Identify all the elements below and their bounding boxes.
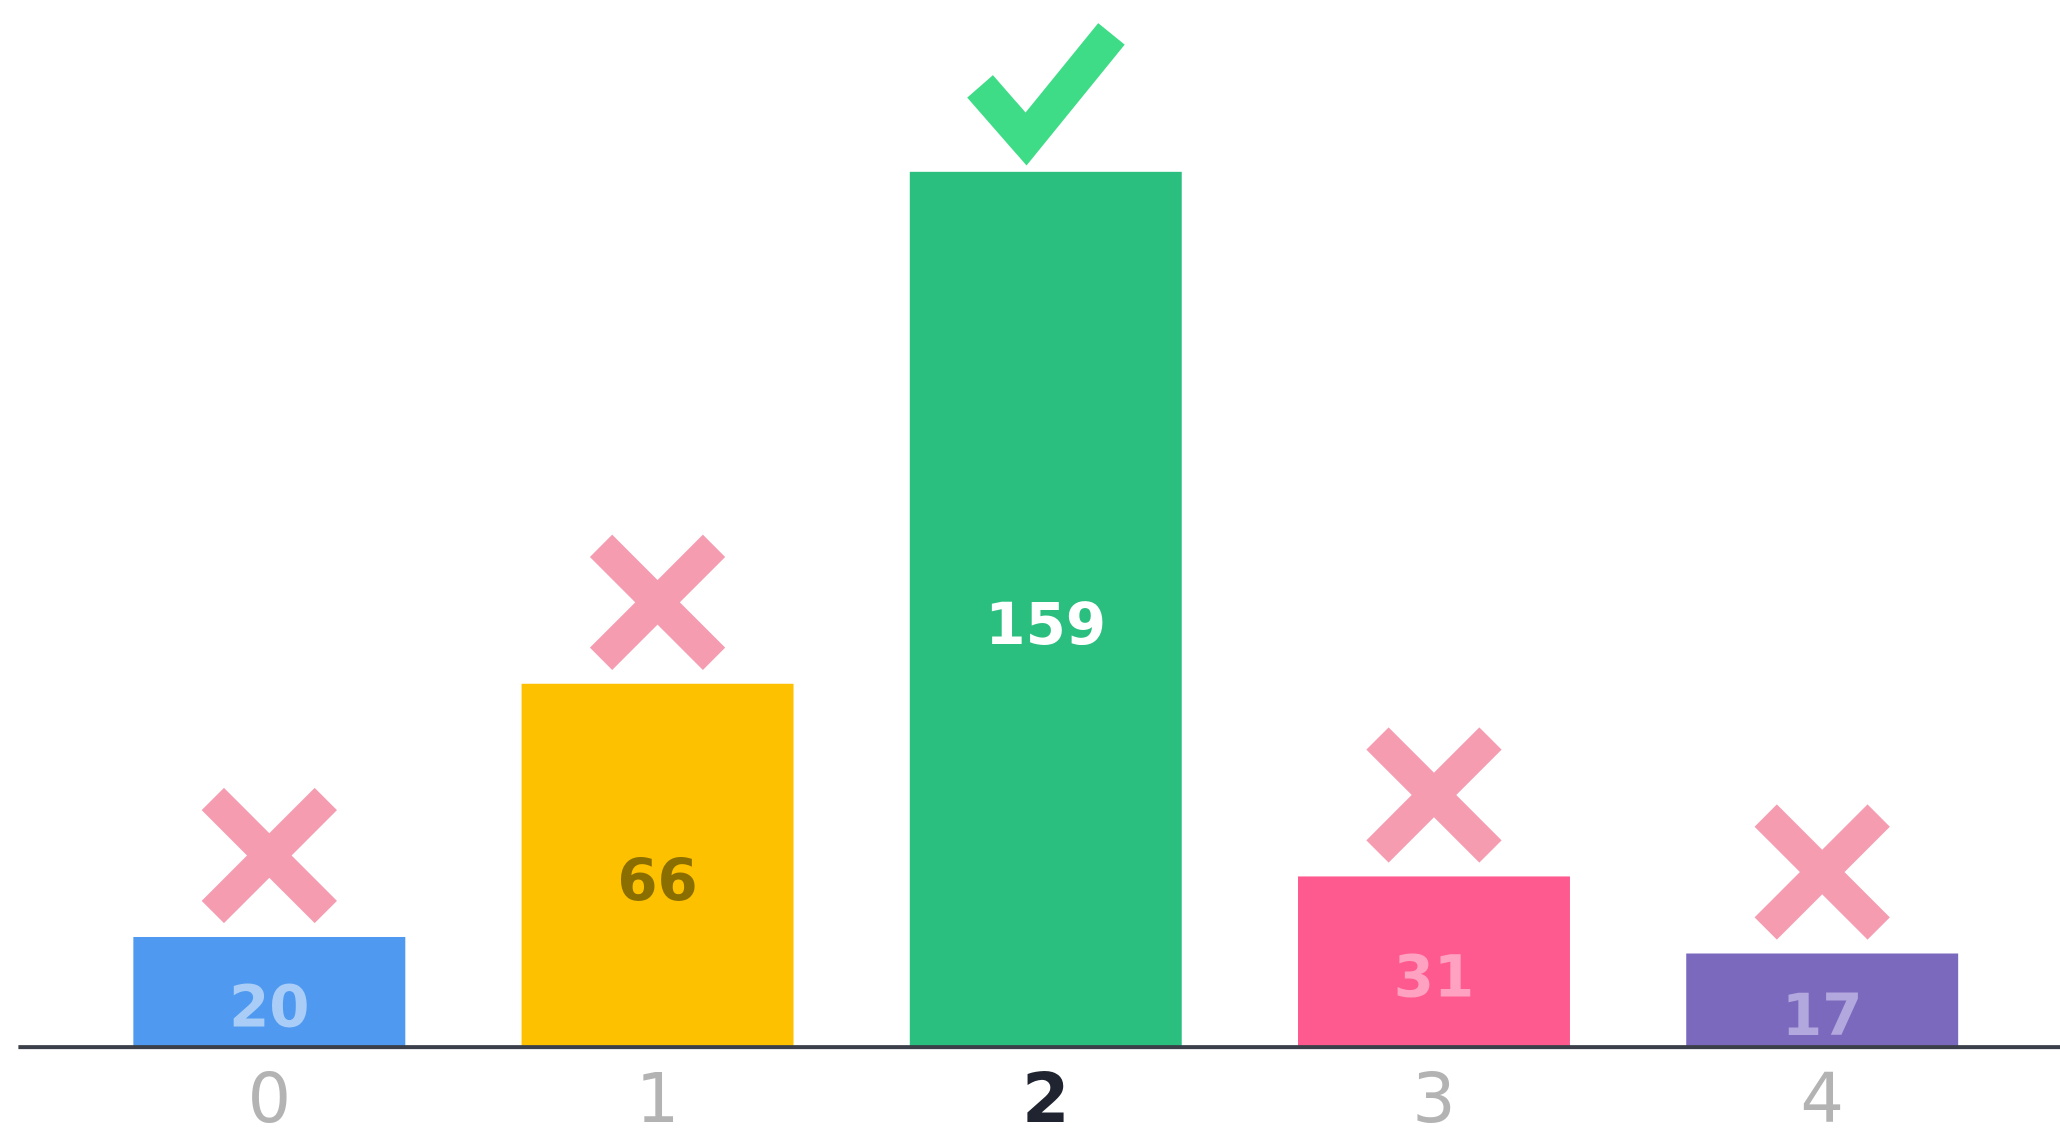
wrong-cross (201, 787, 337, 924)
x-tick-label: 3 (1412, 1060, 1455, 1134)
value-label: 159 (985, 590, 1106, 658)
value-label: 31 (1394, 942, 1474, 1010)
bar (909, 171, 1182, 1048)
wrong-cross (589, 534, 726, 670)
value-label: 66 (617, 846, 697, 914)
x-tick-label: 4 (1800, 1060, 1843, 1134)
bar (1298, 876, 1570, 1048)
correct-check (967, 23, 1125, 166)
x-tick-label: 2 (1022, 1060, 1070, 1134)
x-tick-label: 1 (636, 1060, 679, 1134)
bar (521, 683, 794, 1048)
bar (1686, 953, 1959, 1048)
wrong-cross (1366, 727, 1502, 863)
value-label: 20 (229, 973, 309, 1041)
x-tick-label: 0 (248, 1060, 291, 1134)
wrong-cross (1754, 804, 1890, 940)
bar (133, 936, 406, 1048)
value-label: 17 (1782, 981, 1862, 1049)
